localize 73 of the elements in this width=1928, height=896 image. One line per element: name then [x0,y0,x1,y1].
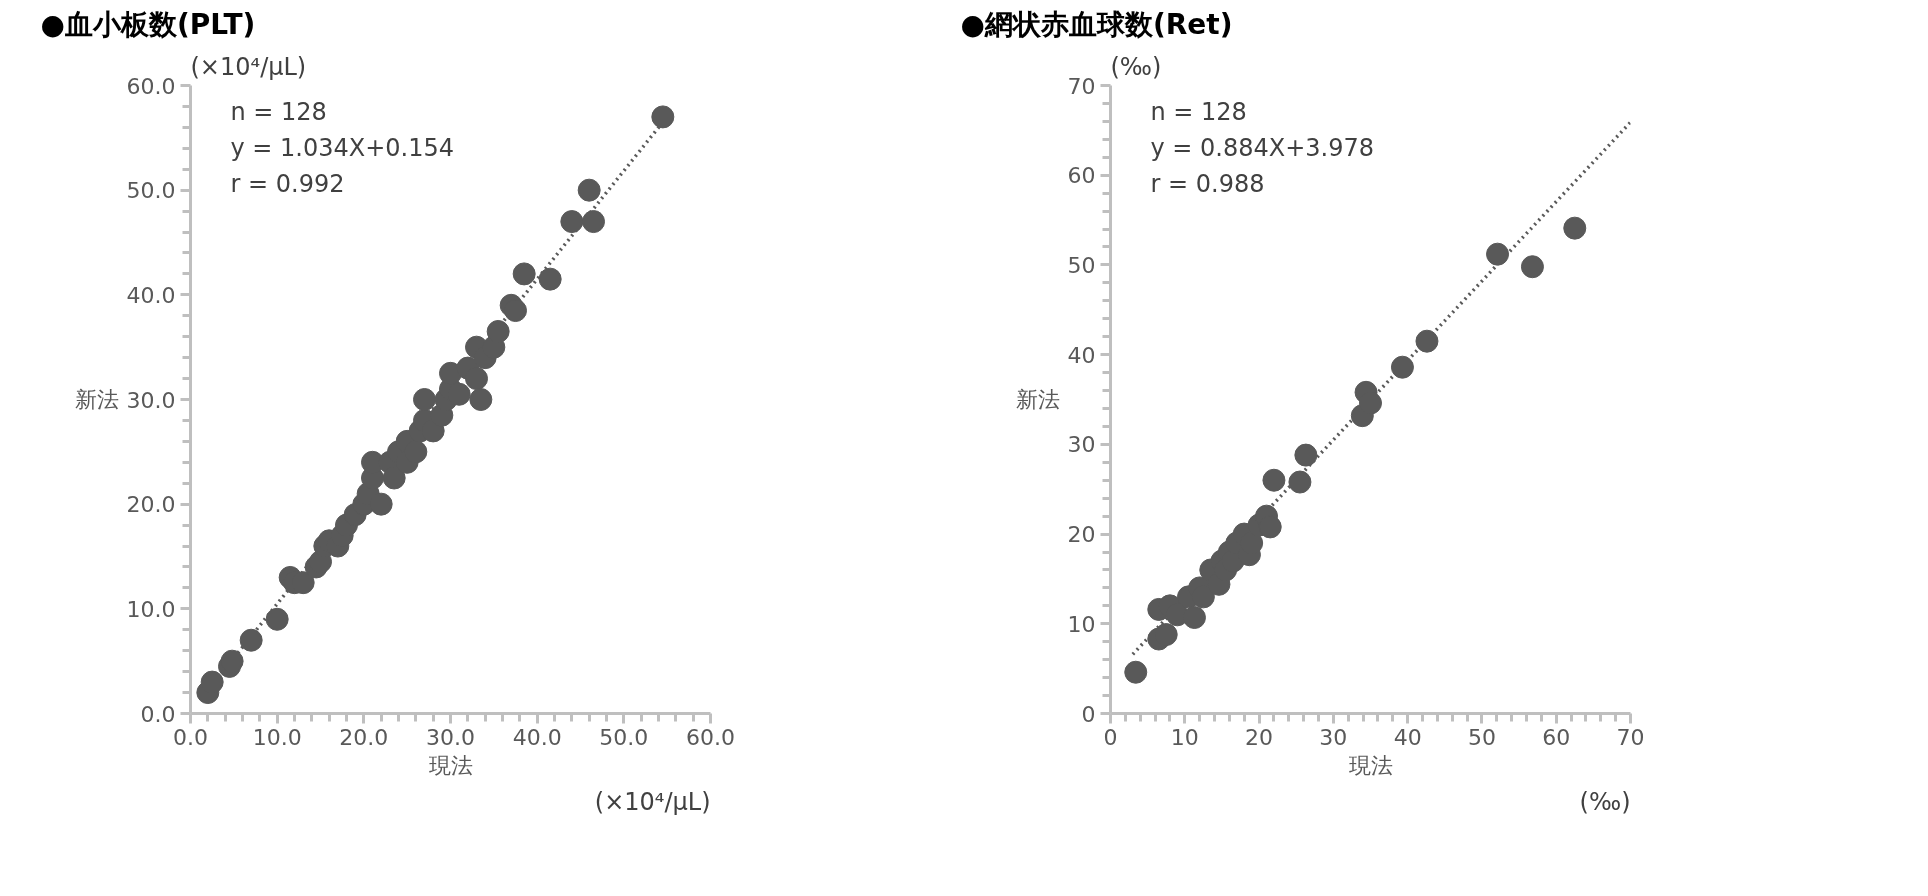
x-tick-label: 30.0 [426,724,475,750]
x-tick-label: 60 [1542,724,1571,750]
y-tick-label: 20 [1067,522,1096,548]
x-tick-label: 50 [1467,724,1496,750]
y-tick-label: 40.0 [126,282,176,308]
point [1124,660,1148,684]
y-axis-title: 新法 [74,387,119,412]
point [369,492,393,516]
point [577,178,601,202]
y-tick-label: 0.0 [140,701,176,727]
x-tick-label: 10 [1170,724,1199,750]
x-tick-label: 60.0 [686,724,735,750]
x-tick-label: 70 [1616,724,1645,750]
y-tick-label: 40 [1067,342,1096,368]
x-tick-label: 20 [1245,724,1274,750]
y-tick-label: 10.0 [126,596,176,622]
annotation: r = 0.988 [1150,169,1265,198]
annotation: n = 128 [1150,97,1247,126]
chart-title: ●網状赤血球数(Ret) [960,7,1233,41]
point [1520,255,1544,279]
point [582,210,605,234]
point [1182,606,1206,629]
y-tick-label: 50 [1067,252,1096,278]
annotation: r = 0.992 [230,169,345,198]
y-tick-label: 60 [1067,163,1096,189]
point [413,388,436,411]
text: (‰) [1110,52,1162,81]
point [512,262,536,286]
point [465,367,488,391]
annotation: n = 128 [230,97,327,126]
annotation: y = 1.034X+0.154 [230,133,455,162]
y-axis-title: 新法 [1015,387,1060,412]
point [1390,355,1414,379]
y-tick-label: 10 [1067,611,1096,637]
y-tick-label: 20.0 [126,492,176,518]
x-tick-label: 20.0 [339,724,389,750]
x-tick-label: 40.0 [512,724,562,750]
point [239,628,263,652]
point [538,267,562,291]
y-tick-label: 70 [1067,73,1096,99]
point [1288,470,1312,494]
x-tick-label: 40 [1393,724,1422,750]
x-tick-label: 0.0 [173,724,209,750]
text: (‰) [1579,787,1631,816]
chart-title: ●血小板数(PLT) [40,7,256,41]
y-tick-label: 30 [1067,432,1096,458]
point [1359,391,1382,415]
point [560,210,584,234]
x-axis-title: 現法 [1348,752,1393,778]
point [469,388,493,411]
text: (×10⁴/μL) [594,787,711,816]
point [651,105,675,129]
y-tick-label: 50.0 [126,178,176,204]
point [1294,443,1318,467]
point [504,299,527,323]
x-tick-label: 50.0 [599,724,649,750]
y-tick-label: 0 [1081,701,1096,727]
point [265,607,289,631]
x-tick-label: 10.0 [252,724,302,750]
point [200,670,224,694]
point [1486,242,1510,266]
y-tick-label: 60.0 [126,73,176,99]
x-tick-label: 0 [1103,724,1118,750]
point [1563,216,1587,240]
x-tick-label: 30 [1319,724,1348,750]
point [1262,468,1286,492]
x-axis-title: 現法 [428,752,473,778]
point [486,319,510,343]
text: (×10⁴/μL) [190,52,307,81]
point [382,466,406,490]
point [1415,329,1439,353]
y-tick-label: 30.0 [126,387,176,413]
annotation: y = 0.884X+3.978 [1150,133,1375,162]
